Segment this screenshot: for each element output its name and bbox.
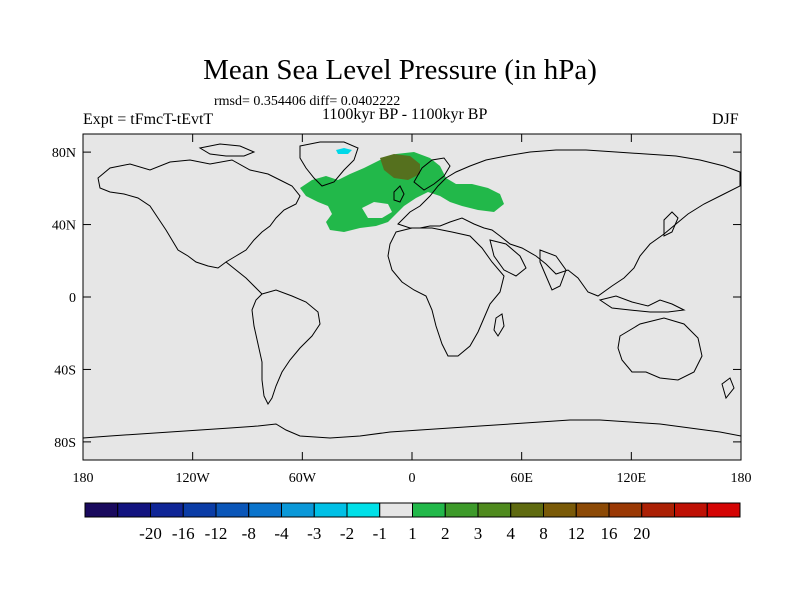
colorbar-label: 12 bbox=[568, 524, 585, 543]
colorbar-swatch bbox=[182, 502, 217, 518]
colorbar-label: 4 bbox=[507, 524, 516, 543]
anomaly-shading bbox=[300, 148, 504, 232]
coastline-greenland bbox=[299, 141, 359, 187]
longitude-axis: 180 120W 60W 0 60E 120E 180 bbox=[73, 134, 752, 486]
lon-tick-label: 60E bbox=[510, 471, 533, 486]
anomaly-region-scandinavia bbox=[380, 154, 420, 180]
lon-tick-label: 60W bbox=[289, 471, 317, 486]
lat-tick-label: 80N bbox=[52, 146, 76, 161]
colorbar-swatch bbox=[477, 502, 512, 518]
colorbar-swatch bbox=[215, 502, 250, 518]
colorbar-label: -12 bbox=[205, 524, 228, 543]
colorbar-swatch bbox=[641, 502, 675, 518]
latitude-axis: 80N 40N 0 40S 80S bbox=[52, 146, 741, 451]
colorbar-label: -3 bbox=[307, 524, 321, 543]
colorbar-label: -16 bbox=[172, 524, 195, 543]
coastline-new-zealand bbox=[721, 377, 735, 400]
lat-tick-label: 40S bbox=[54, 363, 76, 378]
colorbar-swatch bbox=[248, 502, 282, 518]
colorbar-label: 1 bbox=[408, 524, 417, 543]
colorbar-label: -2 bbox=[340, 524, 354, 543]
lon-tick-label: 180 bbox=[731, 471, 752, 486]
colorbar-swatch bbox=[706, 502, 741, 518]
coastline-australia bbox=[617, 317, 703, 381]
coastline-arabia bbox=[489, 239, 527, 277]
colorbar-label: 16 bbox=[601, 524, 618, 543]
colorbar-swatch bbox=[117, 502, 151, 518]
colorbar-labels: -20 -16 -12 -8 -4 -3 -2 -1 1 2 3 4 8 12 16 20 bbox=[139, 524, 650, 543]
anomaly-region-north-atlantic bbox=[300, 152, 504, 232]
colorbar-label: -1 bbox=[373, 524, 387, 543]
coastline-africa bbox=[387, 227, 505, 357]
colorbar-swatch bbox=[281, 502, 315, 518]
lat-tick-label: 0 bbox=[69, 291, 76, 306]
colorbar-label: -4 bbox=[274, 524, 289, 543]
coastlines bbox=[83, 141, 741, 439]
stats-label: rmsd= 0.354406 diff= 0.0402222 bbox=[214, 94, 401, 109]
period-label: 1100kyr BP - 1100kyr BP bbox=[322, 106, 488, 123]
coastline-north-america bbox=[97, 159, 301, 269]
colorbar-swatch bbox=[150, 502, 184, 518]
experiment-label: Expt = tFmcT-tEvtT bbox=[83, 111, 214, 128]
lon-tick-label: 120W bbox=[176, 471, 211, 486]
map-title: Mean Sea Level Pressure (in hPa) bbox=[203, 54, 597, 86]
coastline-japan bbox=[663, 211, 679, 237]
colorbar-swatch bbox=[346, 502, 381, 518]
coastline-south-america bbox=[251, 289, 321, 405]
colorbar-label: 20 bbox=[633, 524, 650, 543]
anomaly-region-atlantic-hole bbox=[362, 202, 392, 218]
colorbar-label: -8 bbox=[242, 524, 256, 543]
colorbar-label: 8 bbox=[539, 524, 548, 543]
coastline-arctic-islands bbox=[198, 143, 256, 157]
coastline-madagascar bbox=[493, 313, 505, 337]
colorbar bbox=[84, 502, 741, 518]
lat-tick-label: 80S bbox=[54, 436, 76, 451]
lat-tick-label: 40N bbox=[52, 219, 76, 234]
colorbar-label: 2 bbox=[441, 524, 450, 543]
coastline-antarctica bbox=[83, 419, 741, 439]
colorbar-swatch bbox=[412, 502, 446, 518]
lon-tick-label: 0 bbox=[409, 471, 416, 486]
colorbar-swatch bbox=[510, 502, 544, 518]
colorbar-swatch bbox=[84, 502, 119, 518]
anomaly-region-greenland bbox=[336, 148, 352, 154]
colorbar-swatch bbox=[313, 502, 348, 518]
lon-tick-label: 120E bbox=[617, 471, 647, 486]
season-label: DJF bbox=[712, 111, 739, 128]
coastline-eurasia bbox=[397, 149, 741, 297]
colorbar-swatch bbox=[575, 502, 610, 518]
coastline-india bbox=[539, 249, 567, 291]
colorbar-label: -20 bbox=[139, 524, 162, 543]
coastline-british-isles bbox=[393, 185, 405, 203]
colorbar-swatch bbox=[543, 502, 577, 518]
coastline-central-america bbox=[225, 261, 263, 295]
colorbar-swatch bbox=[674, 502, 708, 518]
colorbar-swatch bbox=[444, 502, 479, 518]
colorbar-swatch bbox=[379, 502, 413, 518]
colorbar-label: 3 bbox=[474, 524, 483, 543]
lon-tick-label: 180 bbox=[73, 471, 94, 486]
colorbar-swatch bbox=[608, 502, 643, 518]
coastline-se-asia-islands bbox=[598, 295, 686, 313]
coastline-scandinavia bbox=[413, 157, 451, 191]
